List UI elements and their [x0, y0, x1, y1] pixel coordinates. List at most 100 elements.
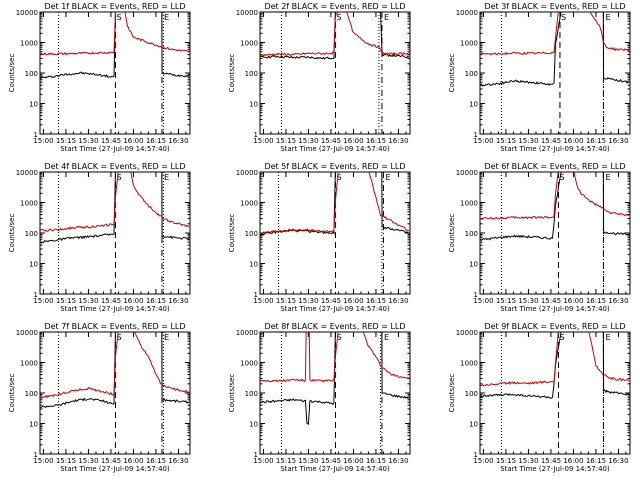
x-tick-label: 15:45	[101, 137, 121, 145]
x-tick-label: 15:15	[496, 297, 516, 305]
x-tick-label: 16:15	[366, 457, 386, 465]
panel-title: Det 2f BLACK = Events, RED = LLD	[264, 2, 405, 11]
x-tick-label: 16:30	[388, 457, 408, 465]
lld-series-line	[260, 12, 409, 57]
x-tick-label: 16:00	[343, 457, 363, 465]
end-marker-label: E	[164, 333, 169, 342]
lld-series-line	[40, 12, 190, 56]
x-tick-label: 16:15	[146, 137, 166, 145]
y-tick-label: 1000	[240, 40, 258, 48]
y-tick-label: 1000	[20, 200, 38, 208]
panel-title: Det 3f BLACK = Events, RED = LLD	[484, 2, 625, 11]
y-tick-label: 100	[465, 230, 478, 238]
end-marker-label: E	[164, 173, 169, 182]
panel-title: Det 6f BLACK = Events, RED = LLD	[484, 162, 625, 171]
y-tick-label: 10000	[456, 329, 478, 337]
y-tick-label: 1000	[460, 40, 478, 48]
x-tick-label: 15:00	[473, 297, 493, 305]
panel-title: Det 5f BLACK = Events, RED = LLD	[264, 162, 405, 171]
y-tick-label: 10000	[456, 169, 478, 177]
y-tick-label: 1	[474, 131, 478, 139]
y-tick-label: 100	[245, 390, 258, 398]
start-marker-label: S	[116, 173, 121, 182]
plot-frame	[479, 331, 631, 455]
x-tick-label: 15:45	[321, 297, 341, 305]
y-tick-label: 1	[474, 451, 478, 459]
x-tick-label: 16:30	[168, 137, 188, 145]
x-tick-label: 16:30	[168, 457, 188, 465]
x-tick-label: 15:30	[518, 457, 538, 465]
x-tick-label: 16:15	[366, 137, 386, 145]
x-tick-label: 16:30	[388, 297, 408, 305]
y-tick-label: 10	[249, 421, 258, 429]
x-tick-label: 15:30	[518, 297, 538, 305]
x-tick-label: 15:00	[473, 137, 493, 145]
plot-frame	[479, 11, 631, 135]
x-tick-label: 15:30	[518, 137, 538, 145]
y-tick-label: 1	[34, 131, 38, 139]
lld-series-line	[480, 12, 630, 56]
x-tick-label: 15:45	[541, 137, 561, 145]
y-axis-label: Counts/sec	[228, 214, 236, 253]
y-tick-label: 10	[469, 101, 478, 109]
y-axis-label: Counts/sec	[8, 374, 16, 413]
x-tick-label: 15:30	[298, 137, 318, 145]
y-tick-label: 1000	[460, 360, 478, 368]
y-tick-label: 10	[29, 421, 38, 429]
x-tick-label: 16:00	[123, 137, 143, 145]
y-tick-label: 100	[465, 390, 478, 398]
detector-panel: Det 4f BLACK = Events, RED = LLD 1 10 100 10…	[8, 162, 191, 313]
x-tick-label: 16:15	[586, 137, 606, 145]
x-tick-label: 15:15	[56, 457, 76, 465]
start-marker-label: S	[116, 13, 121, 22]
panel-title: Det 8f BLACK = Events, RED = LLD	[264, 322, 405, 331]
detector-panel: Det 6f BLACK = Events, RED = LLD 1 10 100 10…	[448, 162, 631, 313]
x-axis-label: Start Time (27-Jul-09 14:57:40)	[280, 305, 390, 313]
end-marker-label: E	[164, 13, 169, 22]
y-tick-label: 1	[254, 291, 258, 299]
detector-panel: Det 8f BLACK = Events, RED = LLD 1 10 100 10…	[228, 322, 411, 473]
start-marker-label: S	[559, 333, 564, 342]
x-tick-label: 15:00	[33, 457, 53, 465]
detector-panel: Det 3f BLACK = Events, RED = LLD 1 10 100 10…	[448, 2, 631, 153]
x-axis-label: Start Time (27-Jul-09 14:57:40)	[60, 305, 170, 313]
y-tick-label: 10000	[456, 9, 478, 17]
y-tick-label: 1000	[20, 360, 38, 368]
y-tick-label: 10000	[16, 9, 38, 17]
x-tick-label: 15:15	[276, 297, 296, 305]
x-tick-label: 15:45	[541, 297, 561, 305]
x-tick-label: 16:30	[388, 137, 408, 145]
x-tick-label: 15:30	[78, 297, 98, 305]
y-tick-label: 100	[25, 390, 38, 398]
lld-series-line	[260, 332, 410, 383]
start-marker-label: S	[561, 13, 566, 22]
x-tick-label: 16:30	[608, 137, 628, 145]
y-tick-label: 1	[34, 291, 38, 299]
x-tick-label: 15:30	[298, 457, 318, 465]
x-tick-label: 15:15	[496, 457, 516, 465]
start-marker-label: S	[559, 173, 564, 182]
y-tick-label: 10000	[236, 329, 258, 337]
y-tick-label: 1	[254, 451, 258, 459]
y-axis-label: Counts/sec	[228, 374, 236, 413]
x-tick-label: 15:00	[33, 297, 53, 305]
end-marker-label: E	[605, 173, 610, 182]
y-axis-label: Counts/sec	[448, 374, 456, 413]
x-tick-label: 16:00	[343, 137, 363, 145]
end-marker-label: E	[385, 173, 390, 182]
x-tick-label: 16:15	[586, 297, 606, 305]
x-tick-label: 15:15	[496, 137, 516, 145]
x-tick-label: 16:00	[563, 297, 583, 305]
y-tick-label: 1	[474, 291, 478, 299]
lld-series-line	[40, 172, 190, 232]
x-tick-label: 16:30	[608, 297, 628, 305]
x-axis-label: Start Time (27-Jul-09 14:57:40)	[60, 145, 170, 153]
x-tick-label: 16:00	[123, 297, 143, 305]
events-series-line	[480, 172, 630, 241]
y-tick-label: 1000	[240, 200, 258, 208]
y-tick-label: 10	[469, 261, 478, 269]
x-tick-label: 15:30	[78, 457, 98, 465]
events-series-line	[260, 172, 410, 236]
detector-panel: Det 7f BLACK = Events, RED = LLD 1 10 100 10…	[8, 322, 191, 473]
x-tick-label: 16:00	[563, 137, 583, 145]
